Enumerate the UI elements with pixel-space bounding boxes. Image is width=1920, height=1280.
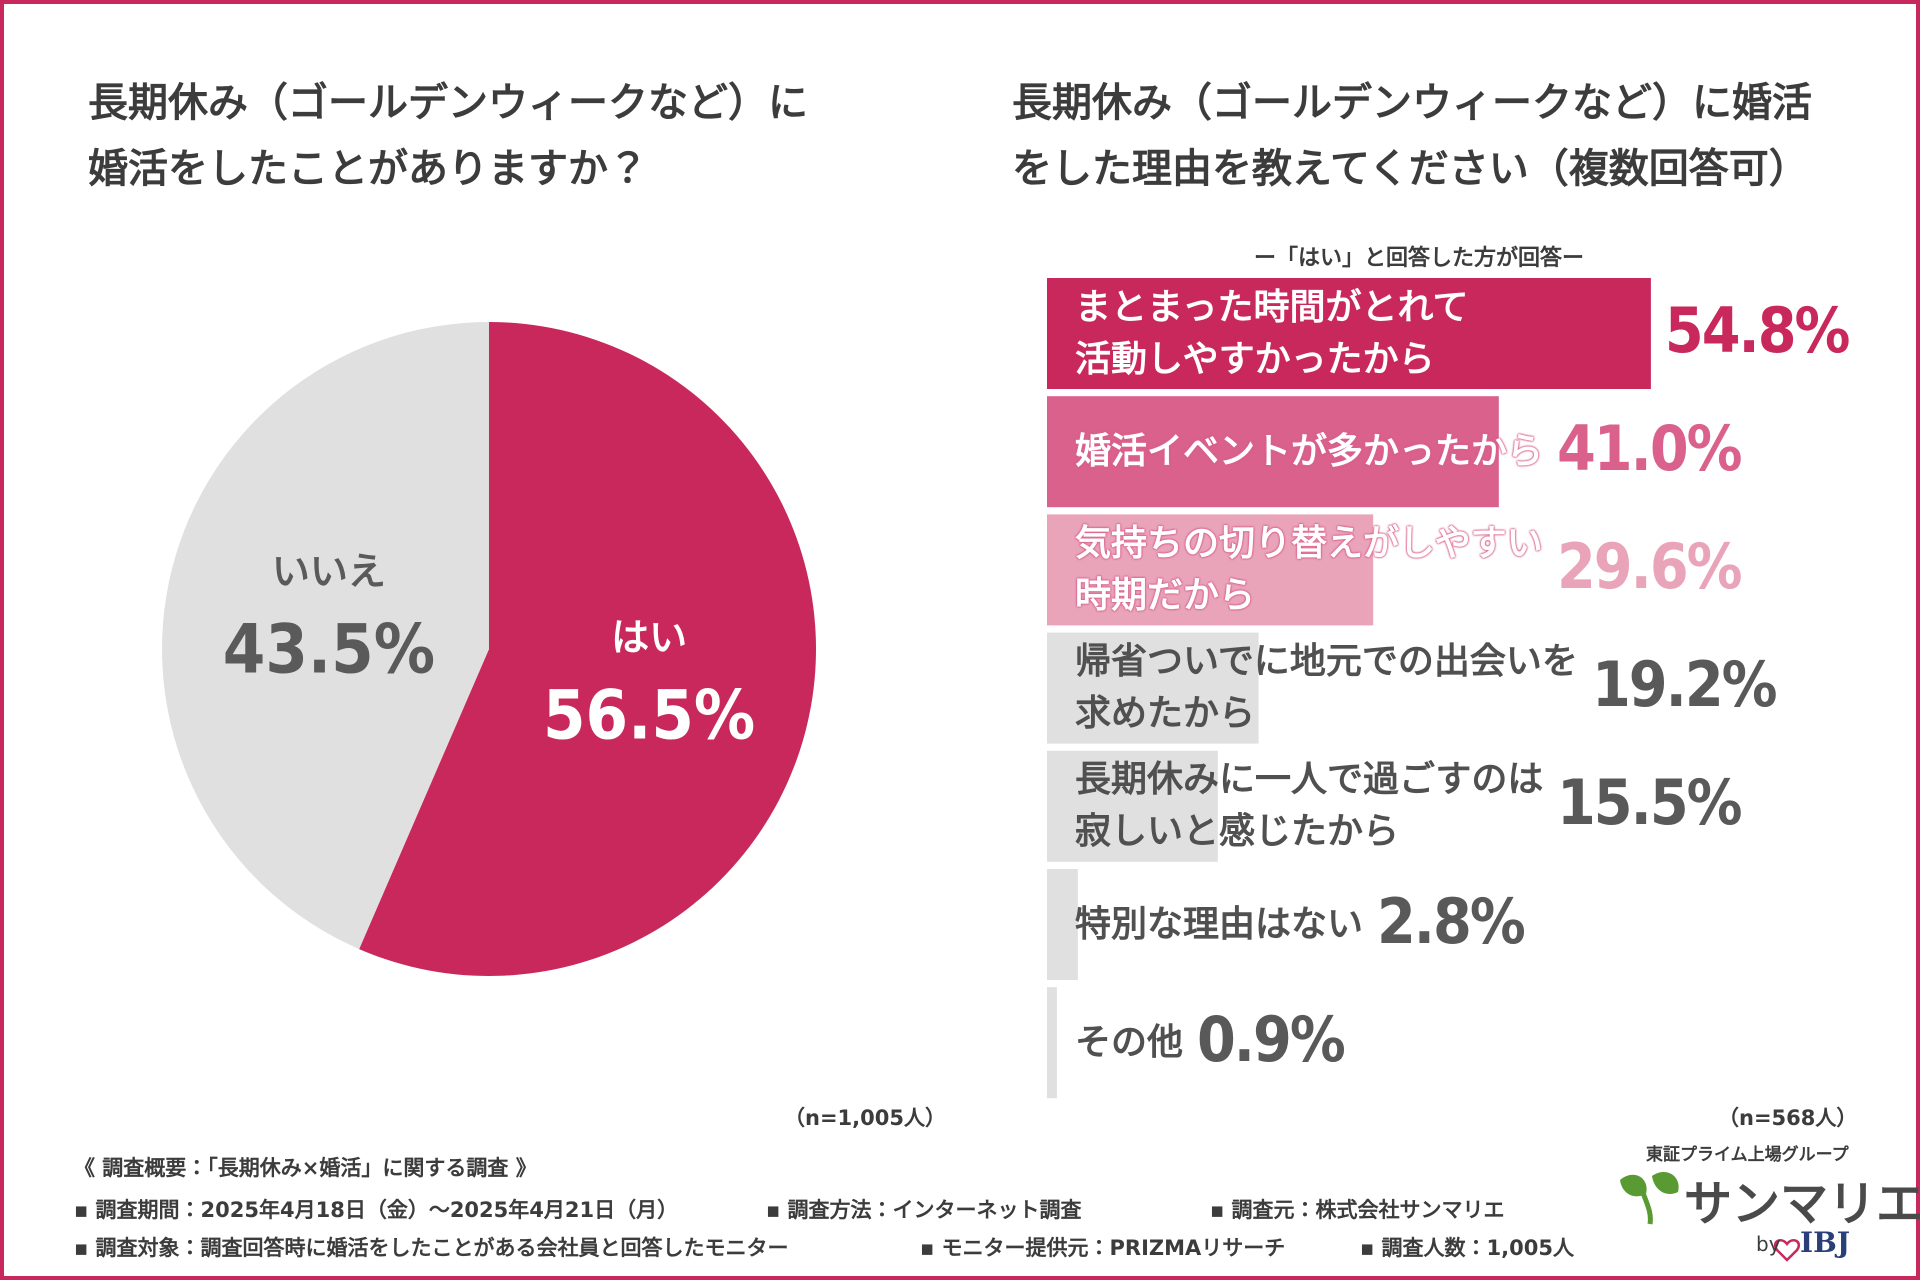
bar bbox=[1047, 632, 1259, 744]
pie-value-label: 43.5% bbox=[223, 610, 435, 689]
value-label: 2.8% bbox=[1377, 884, 1526, 958]
survey-item: ▪ 調査期間：2025年4月18日（金）〜2025年4月21日（月） bbox=[74, 1198, 679, 1222]
pie-slice bbox=[359, 322, 816, 976]
logo-name: サンマリエ bbox=[1684, 1176, 1920, 1232]
survey-item: ▪ 調査人数：1,005人 bbox=[1360, 1236, 1574, 1260]
logo-heart bbox=[1773, 1239, 1801, 1262]
bar-label: その他 bbox=[1075, 1021, 1184, 1063]
pie-title: 長期休み（ゴールデンウィークなど）に 婚活をしたことがありますか？ bbox=[88, 80, 808, 192]
logo-brand: IBJ bbox=[1800, 1226, 1851, 1259]
survey-item: ▪ 調査元：株式会社サンマリエ bbox=[1210, 1198, 1505, 1222]
survey-heading: 《 調査概要：「長期休み×婚活」に関する調査 》 bbox=[74, 1156, 537, 1180]
value-label: 54.8% bbox=[1664, 293, 1851, 367]
bar-note: （n=568人） bbox=[1718, 1106, 1858, 1130]
logo-icon bbox=[1620, 1171, 1679, 1225]
bar bbox=[1047, 987, 1057, 1099]
bar-subtitle: ー「はい」と回答した方が回答ー bbox=[1254, 246, 1585, 271]
bar-label: 婚活イベントが多かったから bbox=[1075, 430, 1544, 472]
value-label: 0.9% bbox=[1197, 1002, 1346, 1076]
bar-label: 特別な理由はない bbox=[1075, 903, 1364, 945]
pie-slice bbox=[161, 322, 489, 950]
value-label: 19.2% bbox=[1592, 648, 1778, 722]
survey-item: ▪ 調査対象：調査回答時に婚活をしたことがある会社員と回答したモニター bbox=[74, 1236, 789, 1260]
bar-label: まとまった時間がとれて 活動しやすかったから bbox=[1075, 286, 1469, 380]
survey-item: ▪ モニター提供元：PRIZMAリサーチ bbox=[920, 1236, 1286, 1260]
value-label: 41.0% bbox=[1557, 411, 1743, 485]
pie-note: （n=1,005人） bbox=[784, 1106, 946, 1130]
bar bbox=[1047, 750, 1218, 862]
bar-label: 帰省ついでに地元での出会いを 求めたから bbox=[1075, 641, 1578, 735]
chart: はい 56.5% いいえ 43.5% bbox=[161, 278, 1801, 1262]
pie-category-label: いいえ bbox=[272, 549, 386, 593]
pie-value-label: 56.5% bbox=[543, 677, 755, 756]
survey-item: ▪ 調査方法：インターネット調査 bbox=[766, 1198, 1082, 1222]
bar-label: 長期休みに一人で過ごすのは 寂しいと感じたから bbox=[1075, 759, 1544, 853]
value-label: 15.5% bbox=[1557, 766, 1743, 840]
bar bbox=[1047, 514, 1374, 626]
bar bbox=[1047, 278, 1651, 389]
pie-category-label: はい bbox=[611, 616, 687, 660]
bar bbox=[1047, 396, 1499, 508]
bar-label: 気持ちの切り替えがしやすい 時期だから bbox=[1075, 522, 1543, 616]
bar bbox=[1047, 869, 1078, 980]
logo-tagline: 東証プライム上場グループ bbox=[1646, 1145, 1849, 1165]
logo-by: by bbox=[1756, 1232, 1781, 1256]
value-label: 29.6% bbox=[1557, 529, 1743, 603]
bar-title: 長期休み（ゴールデンウィークなど）に婚活 をした理由を教えてください（複数回答可… bbox=[1012, 80, 1812, 192]
